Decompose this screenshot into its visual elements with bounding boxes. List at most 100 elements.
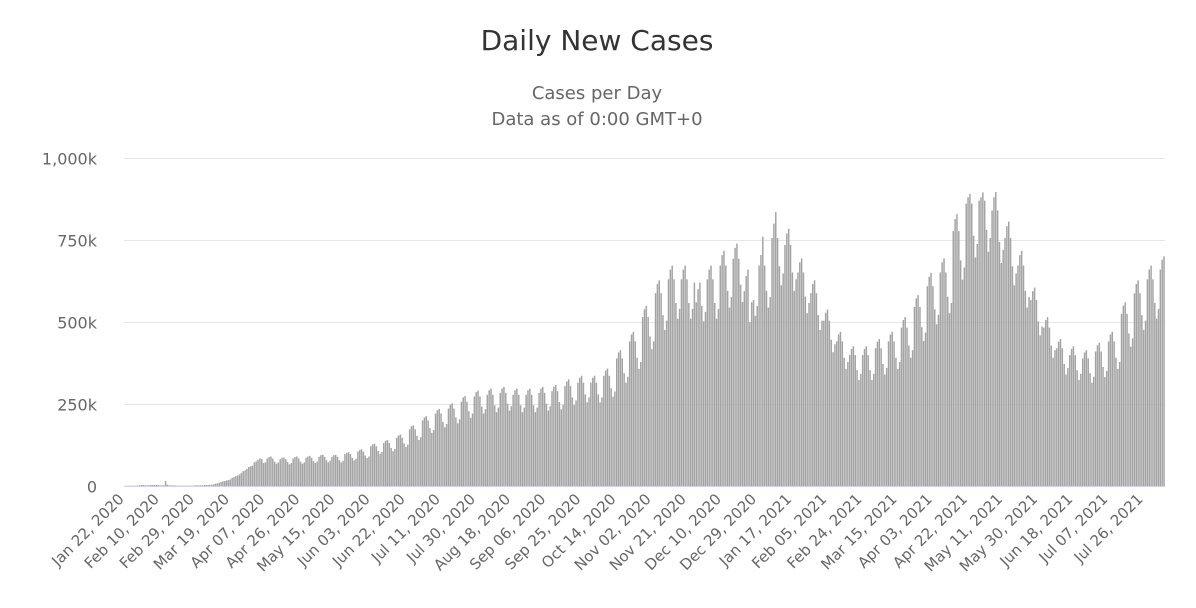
bar[interactable] (989, 238, 991, 486)
bar[interactable] (996, 210, 999, 487)
bar[interactable] (579, 377, 581, 486)
bar[interactable] (314, 463, 317, 486)
bar[interactable] (534, 412, 537, 486)
bar[interactable] (414, 429, 416, 486)
bar[interactable] (355, 458, 357, 486)
bar[interactable] (331, 456, 333, 486)
bar[interactable] (312, 461, 315, 486)
bar[interactable] (199, 485, 202, 486)
bar[interactable] (628, 341, 631, 486)
bar[interactable] (159, 485, 161, 486)
bar[interactable] (429, 427, 431, 486)
bar[interactable] (1007, 221, 1010, 486)
bar[interactable] (564, 385, 566, 486)
bar[interactable] (945, 272, 947, 486)
bar[interactable] (377, 450, 379, 486)
bar[interactable] (229, 479, 232, 486)
bar[interactable] (1091, 382, 1093, 486)
bar[interactable] (1019, 255, 1021, 486)
bar[interactable] (440, 413, 442, 486)
bar[interactable] (503, 386, 505, 486)
bar[interactable] (517, 394, 520, 486)
bar[interactable] (495, 412, 498, 486)
bar[interactable] (370, 446, 372, 486)
bar[interactable] (1120, 313, 1123, 486)
bar[interactable] (198, 485, 200, 486)
bar[interactable] (146, 485, 148, 486)
bar[interactable] (227, 480, 230, 486)
bar[interactable] (621, 358, 624, 486)
bar[interactable] (449, 404, 452, 486)
bar[interactable] (333, 455, 335, 486)
bar[interactable] (325, 460, 328, 486)
bar[interactable] (329, 460, 331, 486)
bar[interactable] (867, 355, 869, 486)
bar[interactable] (917, 295, 919, 486)
bar[interactable] (399, 434, 402, 487)
bar[interactable] (342, 460, 344, 486)
bar[interactable] (900, 327, 903, 486)
bar[interactable] (909, 357, 912, 486)
bar[interactable] (935, 324, 938, 486)
bar[interactable] (689, 318, 692, 486)
bar[interactable] (758, 265, 760, 486)
bar[interactable] (347, 452, 350, 486)
bar[interactable] (719, 265, 722, 486)
bar[interactable] (762, 236, 764, 486)
bar[interactable] (161, 485, 163, 486)
bar[interactable] (538, 392, 540, 486)
bar[interactable] (482, 413, 485, 486)
bar[interactable] (972, 235, 975, 486)
bar[interactable] (847, 362, 849, 486)
bar[interactable] (860, 373, 862, 486)
bar[interactable] (235, 476, 237, 486)
bar[interactable] (379, 453, 381, 486)
bar[interactable] (501, 388, 503, 486)
bar[interactable] (545, 403, 548, 486)
bar[interactable] (889, 334, 892, 486)
bar[interactable] (601, 397, 603, 486)
bar[interactable] (224, 481, 226, 486)
bar[interactable] (294, 457, 296, 486)
bar[interactable] (1117, 368, 1119, 486)
bar[interactable] (275, 463, 278, 486)
bar[interactable] (1002, 249, 1004, 486)
bar[interactable] (442, 422, 444, 486)
bar[interactable] (547, 410, 550, 486)
bar[interactable] (155, 485, 158, 486)
bar[interactable] (327, 462, 330, 486)
bar[interactable] (497, 407, 500, 486)
bar[interactable] (516, 388, 518, 486)
bar[interactable] (1048, 327, 1051, 486)
bar[interactable] (673, 279, 675, 486)
bar[interactable] (571, 397, 574, 486)
bar[interactable] (536, 407, 538, 486)
bar[interactable] (1157, 308, 1160, 486)
bar[interactable] (961, 279, 964, 486)
bar[interactable] (641, 317, 644, 486)
bar[interactable] (837, 334, 840, 486)
bar[interactable] (205, 485, 207, 486)
bar[interactable] (885, 367, 888, 486)
bar[interactable] (946, 296, 949, 486)
bar[interactable] (1096, 345, 1099, 486)
bar[interactable] (924, 332, 927, 487)
bar[interactable] (948, 313, 951, 486)
bar[interactable] (238, 474, 241, 486)
bar[interactable] (360, 449, 363, 486)
bar[interactable] (292, 458, 294, 486)
bar[interactable] (747, 269, 749, 486)
bar[interactable] (1020, 250, 1023, 486)
bar[interactable] (954, 219, 956, 486)
bar[interactable] (1004, 238, 1006, 486)
bar[interactable] (338, 460, 341, 486)
bar[interactable] (760, 255, 762, 486)
bar[interactable] (713, 302, 716, 486)
bar[interactable] (832, 352, 834, 486)
bar[interactable] (527, 390, 529, 486)
bar[interactable] (813, 280, 816, 486)
bar[interactable] (279, 459, 281, 486)
bar[interactable] (166, 484, 169, 486)
bar[interactable] (464, 396, 466, 486)
bar[interactable] (906, 327, 908, 486)
